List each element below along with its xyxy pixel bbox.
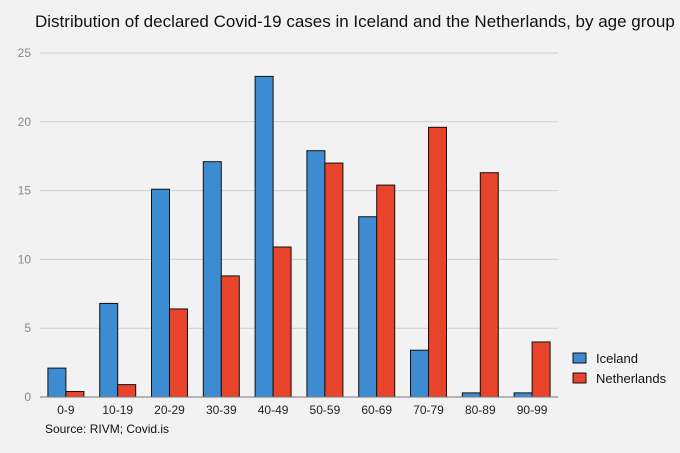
x-tick-label: 30-39 bbox=[206, 403, 237, 417]
legend-swatch-iceland bbox=[572, 352, 587, 364]
x-tick-label: 80-89 bbox=[465, 403, 496, 417]
legend: Iceland Netherlands bbox=[572, 351, 667, 386]
legend-label-netherlands: Netherlands bbox=[596, 371, 667, 386]
bar-netherlands-90-99 bbox=[531, 341, 551, 398]
bar-iceland-70-79 bbox=[410, 349, 429, 398]
x-tick-label: 20-29 bbox=[154, 403, 185, 417]
grid bbox=[40, 52, 558, 329]
bar-iceland-80-89 bbox=[461, 392, 481, 398]
bar-iceland-90-99 bbox=[513, 392, 533, 398]
legend-label-iceland: Iceland bbox=[596, 351, 638, 366]
x-tick-label: 0-9 bbox=[57, 403, 75, 417]
bar-netherlands-80-89 bbox=[479, 172, 499, 398]
bar-netherlands-40-49 bbox=[272, 246, 292, 398]
x-tick-label: 40-49 bbox=[258, 403, 289, 417]
x-tick-label: 60-69 bbox=[361, 403, 392, 417]
bar-iceland-40-49 bbox=[254, 75, 274, 398]
bar-netherlands-70-79 bbox=[428, 126, 447, 398]
y-axis-ticks: 0 5 10 15 20 25 bbox=[18, 46, 32, 404]
y-tick-label: 5 bbox=[24, 321, 31, 335]
y-tick-label: 15 bbox=[18, 184, 32, 198]
bar-iceland-30-39 bbox=[202, 161, 222, 398]
bar-iceland-60-69 bbox=[358, 216, 378, 398]
bar-netherlands-0-9 bbox=[65, 390, 85, 398]
y-tick-label: 20 bbox=[18, 115, 32, 129]
bar-netherlands-10-19 bbox=[117, 384, 137, 398]
y-tick-label: 0 bbox=[24, 390, 31, 404]
y-tick-label: 10 bbox=[18, 252, 32, 266]
x-tick-label: 70-79 bbox=[413, 403, 444, 417]
legend-swatch-netherlands bbox=[572, 372, 587, 384]
x-tick-label: 10-19 bbox=[102, 403, 133, 417]
bar-iceland-0-9 bbox=[47, 367, 67, 398]
y-tick-label: 25 bbox=[18, 46, 32, 60]
source-note: Source: RIVM; Covid.is bbox=[45, 422, 169, 436]
bar-iceland-10-19 bbox=[99, 302, 119, 398]
chart-title: Distribution of declared Covid-19 cases … bbox=[35, 12, 675, 31]
bar-iceland-20-29 bbox=[151, 188, 170, 398]
x-tick-label: 50-59 bbox=[310, 403, 341, 417]
x-tick-label: 90-99 bbox=[517, 403, 548, 417]
bar-netherlands-20-29 bbox=[169, 308, 188, 398]
bars bbox=[47, 75, 551, 398]
bar-netherlands-30-39 bbox=[220, 275, 240, 398]
bar-netherlands-50-59 bbox=[324, 162, 344, 398]
x-axis-ticks: 0-9 10-19 20-29 30-39 40-49 50-59 60-69 70-79 80… bbox=[57, 403, 548, 417]
bar-netherlands-60-69 bbox=[376, 184, 396, 398]
bar-iceland-50-59 bbox=[306, 150, 326, 398]
